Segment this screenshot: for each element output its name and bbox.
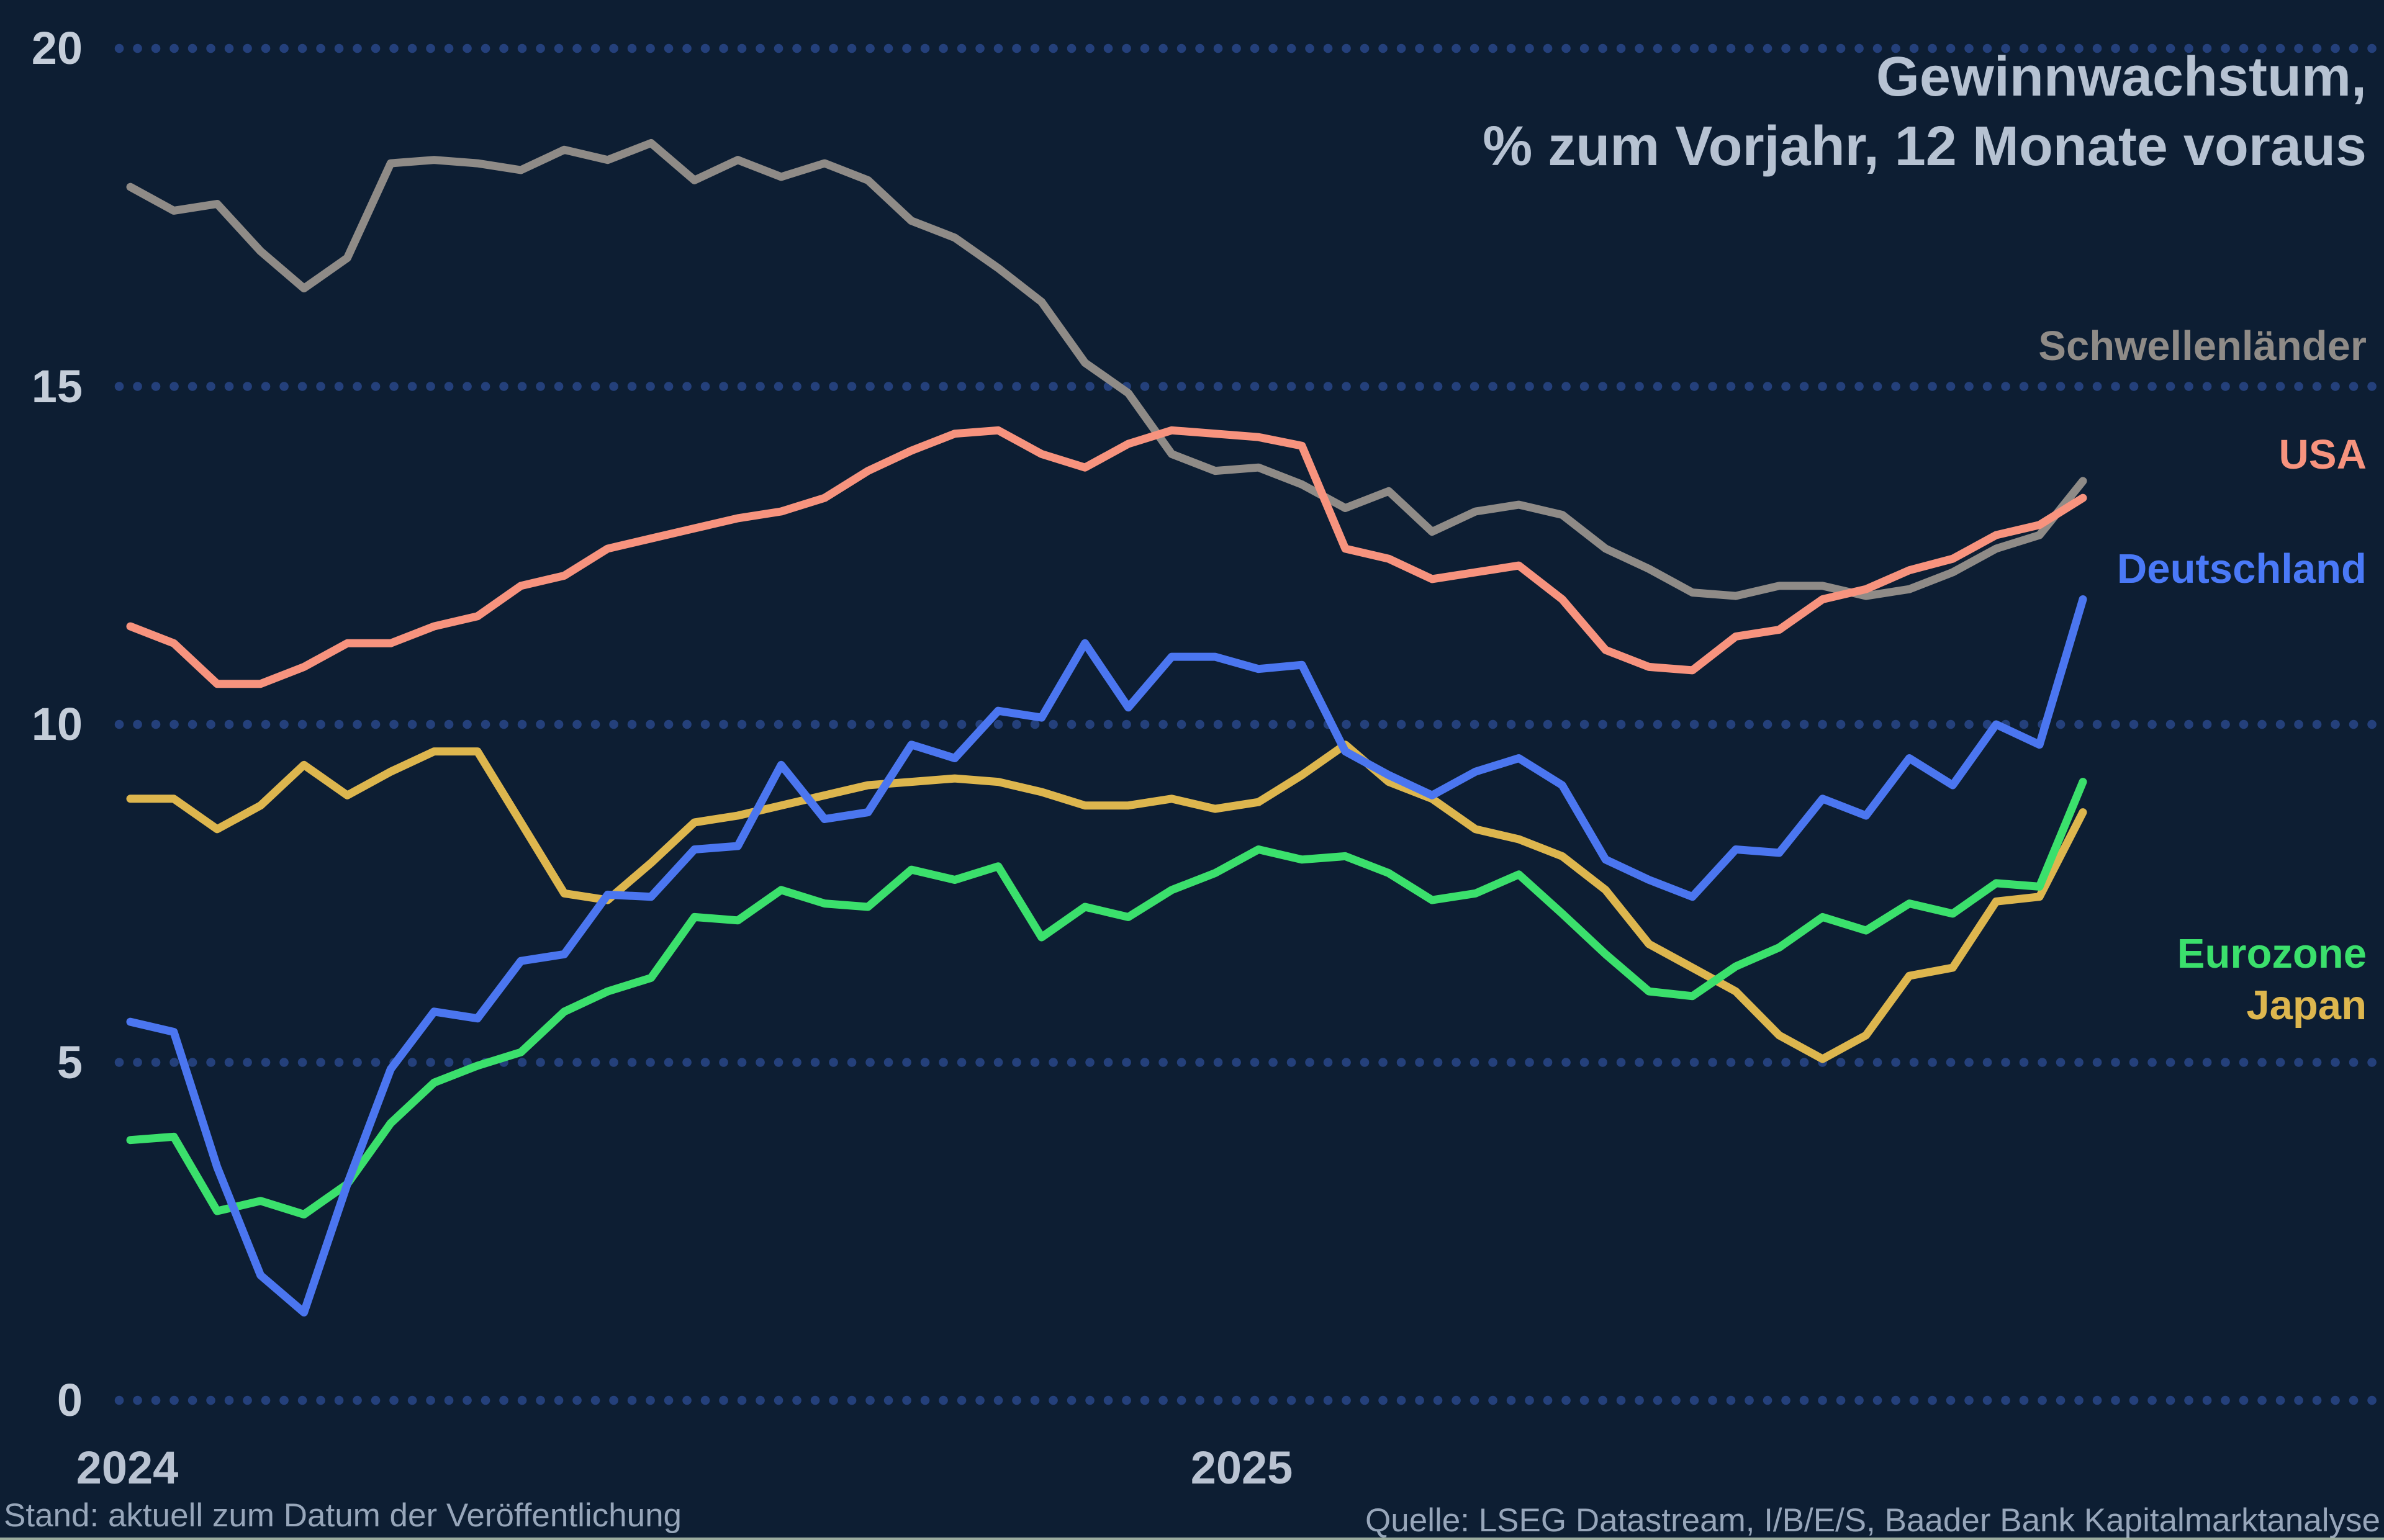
legend-japan: Japan: [2246, 982, 2367, 1029]
chart-title: Gewinnwachstum, % zum Vorjahr, 12 Monate…: [1483, 42, 2367, 181]
legend-usa: USA: [2278, 431, 2367, 478]
series-lines-group: [126, 139, 2087, 1317]
gridlines-group: [114, 43, 2383, 1405]
footnote-stand: Stand: aktuell zum Datum der Veröffentli…: [4, 1497, 682, 1534]
series-line-usa: [126, 426, 2087, 688]
chart-title-line2: % zum Vorjahr, 12 Monate voraus: [1483, 115, 2367, 178]
x-tick-2025: 2025: [1190, 1442, 1293, 1493]
series-line-deutschland: [126, 595, 2087, 1317]
chart-title-line1: Gewinnwachstum,: [1876, 46, 2367, 108]
y-tick-10: 10: [31, 698, 83, 750]
y-tick-15: 15: [31, 360, 83, 412]
series-line-japan: [126, 741, 2087, 1063]
legend-eurozone: Eurozone: [2177, 930, 2367, 977]
y-tick-20: 20: [31, 22, 83, 74]
y-tick-5: 5: [56, 1036, 83, 1088]
legend-deutschland: Deutschland: [2116, 546, 2367, 592]
series-line-schwellenl-nder: [126, 139, 2087, 600]
y-tick-0: 0: [56, 1374, 83, 1426]
footnote-quelle: Quelle: LSEG Datastream, I/B/E/S, Baader…: [1365, 1502, 2380, 1539]
series-line-eurozone: [126, 778, 2087, 1218]
bottom-edge-line: [0, 1538, 2384, 1540]
legend-schwellenlaender: Schwellenländer: [2038, 323, 2367, 369]
x-tick-2024: 2024: [76, 1442, 179, 1493]
